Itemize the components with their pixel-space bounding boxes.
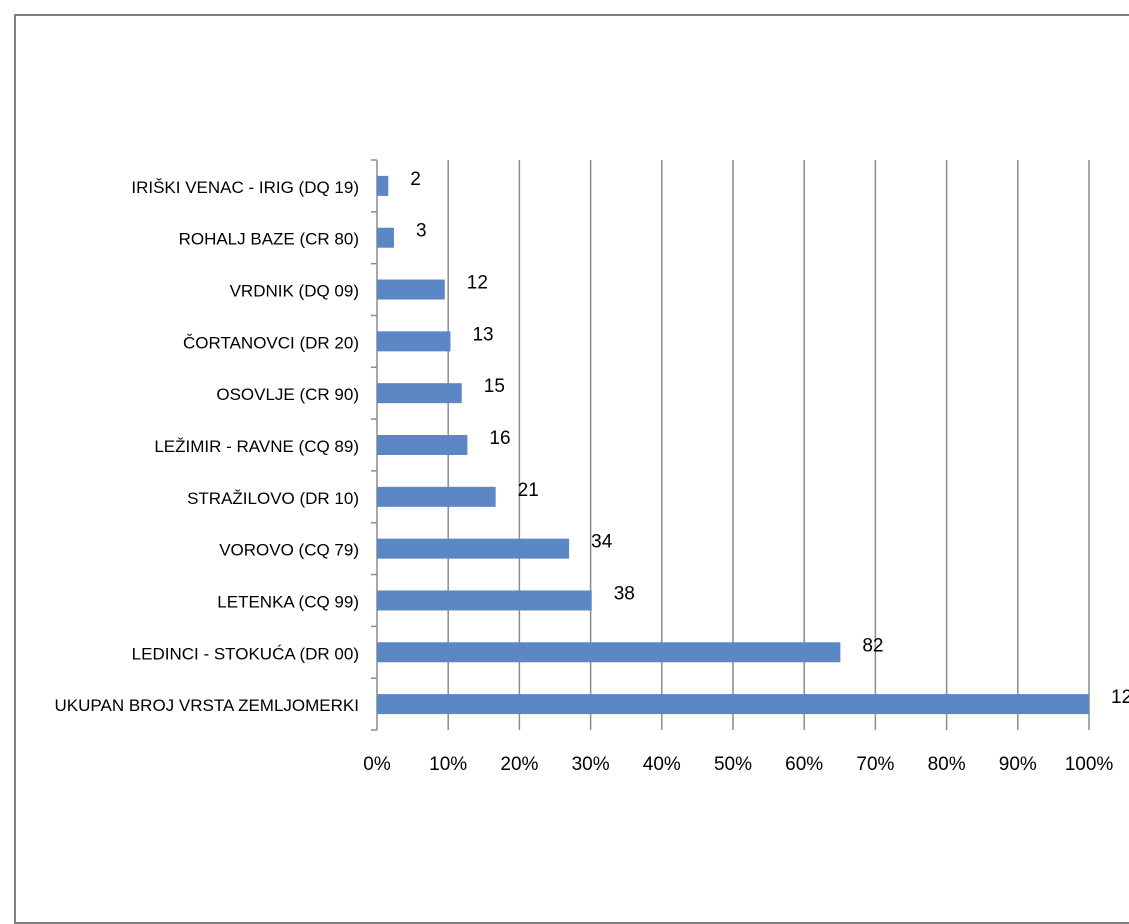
bar [377, 486, 496, 507]
data-label: 126 [1111, 687, 1129, 708]
data-label: 82 [862, 635, 883, 656]
category-label: VRDNIK (DQ 09) [230, 282, 359, 301]
data-label: 34 [591, 532, 613, 553]
category-label: VOROVO (CQ 79) [219, 541, 359, 560]
category-label: LEDINCI - STOKUĆA (DR 00) [132, 644, 359, 663]
bar [377, 694, 1089, 715]
axes [371, 159, 378, 731]
category-label: ROHALJ BAZE (CR 80) [179, 230, 359, 249]
x-tick-label: 20% [500, 754, 538, 775]
category-label: LEŽIMIR - RAVNE (CQ 89) [154, 437, 359, 456]
x-tick-label: 90% [999, 754, 1037, 775]
bar [377, 590, 592, 611]
bar [377, 175, 389, 196]
bar [377, 227, 394, 248]
bar [377, 279, 445, 300]
category-label: LETENKA (CQ 99) [217, 592, 359, 611]
x-tick-label: 80% [928, 754, 966, 775]
bar [377, 538, 570, 559]
x-tick-label: 10% [429, 754, 467, 775]
x-tick-label: 30% [572, 754, 610, 775]
category-label: UKUPAN BROJ VRSTA ZEMLJOMERKI [55, 696, 359, 715]
bar [377, 435, 468, 455]
bars [377, 175, 1089, 715]
x-tick-label: 0% [363, 754, 391, 775]
data-label: 15 [484, 376, 505, 397]
x-tick-label: 60% [785, 754, 823, 775]
data-label: 16 [489, 428, 510, 449]
bar [377, 642, 841, 663]
category-label: OSOVLJE (CR 90) [216, 385, 359, 404]
data-label: 2 [410, 169, 421, 190]
category-label: IRIŠKI VENAC - IRIG (DQ 19) [131, 178, 359, 197]
data-label: 3 [416, 221, 427, 242]
bar [377, 331, 451, 352]
data-label: 12 [467, 273, 488, 294]
category-label: ČORTANOVCI (DR 20) [183, 333, 359, 352]
x-tick-label: 100% [1065, 754, 1114, 775]
data-label: 13 [472, 324, 493, 345]
bar [377, 383, 462, 404]
x-tick-label: 50% [714, 754, 752, 775]
x-tick-label: 40% [643, 754, 681, 775]
chart-frame [14, 14, 1129, 924]
category-label: STRAŽILOVO (DR 10) [187, 489, 359, 508]
x-tick-label: 70% [856, 754, 894, 775]
data-label: 38 [614, 583, 635, 604]
labels: 0% 10% 20% 30% 40% 50% 60% 70% 80% 90% 100% UKUPAN … [55, 169, 1129, 775]
data-label: 21 [518, 480, 539, 501]
